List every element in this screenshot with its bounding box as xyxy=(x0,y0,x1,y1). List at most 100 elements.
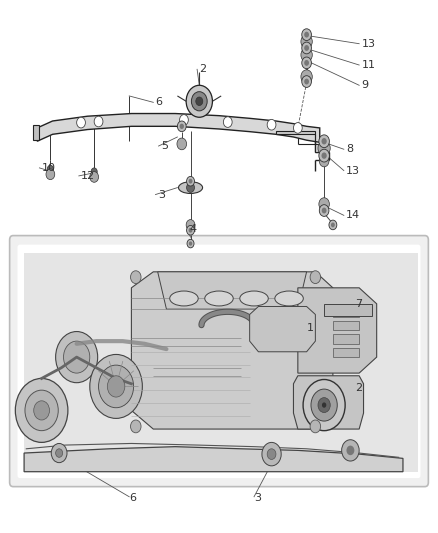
Circle shape xyxy=(319,205,329,216)
Circle shape xyxy=(301,35,312,49)
Circle shape xyxy=(318,141,330,156)
Circle shape xyxy=(51,443,67,463)
Polygon shape xyxy=(324,304,372,316)
Polygon shape xyxy=(333,321,359,330)
Polygon shape xyxy=(333,308,359,317)
Circle shape xyxy=(304,45,309,51)
Polygon shape xyxy=(24,447,403,472)
Circle shape xyxy=(177,121,186,132)
Polygon shape xyxy=(24,253,418,472)
Circle shape xyxy=(310,271,321,284)
Circle shape xyxy=(177,138,187,150)
Circle shape xyxy=(331,223,335,228)
Circle shape xyxy=(310,420,321,433)
Text: 3: 3 xyxy=(254,494,261,503)
Circle shape xyxy=(319,198,329,211)
Circle shape xyxy=(64,341,90,373)
Circle shape xyxy=(77,117,85,128)
Circle shape xyxy=(319,155,329,167)
FancyBboxPatch shape xyxy=(18,245,420,478)
Circle shape xyxy=(303,379,345,431)
Circle shape xyxy=(186,85,212,117)
Polygon shape xyxy=(37,114,320,142)
Text: 13: 13 xyxy=(346,166,360,175)
Circle shape xyxy=(56,449,63,457)
Circle shape xyxy=(293,123,302,133)
Circle shape xyxy=(91,168,97,175)
Text: 13: 13 xyxy=(361,39,375,49)
Ellipse shape xyxy=(205,291,233,306)
Circle shape xyxy=(302,29,311,41)
Text: 1: 1 xyxy=(307,323,314,333)
Ellipse shape xyxy=(240,291,268,306)
Circle shape xyxy=(311,389,337,421)
Circle shape xyxy=(304,79,309,85)
Circle shape xyxy=(321,138,327,144)
Polygon shape xyxy=(250,306,315,352)
Text: 8: 8 xyxy=(346,144,353,154)
Ellipse shape xyxy=(179,182,202,193)
Circle shape xyxy=(302,57,311,69)
Circle shape xyxy=(189,241,192,246)
Ellipse shape xyxy=(170,291,198,306)
Circle shape xyxy=(25,390,58,431)
Circle shape xyxy=(187,225,194,235)
Circle shape xyxy=(321,152,327,159)
Polygon shape xyxy=(158,272,307,309)
Circle shape xyxy=(180,124,184,129)
Circle shape xyxy=(47,165,53,173)
Ellipse shape xyxy=(275,291,304,306)
Circle shape xyxy=(46,169,55,180)
Circle shape xyxy=(322,402,326,408)
Circle shape xyxy=(90,354,142,418)
Polygon shape xyxy=(293,376,364,429)
Circle shape xyxy=(319,135,329,148)
Circle shape xyxy=(318,398,330,413)
Text: 7: 7 xyxy=(355,299,362,309)
Text: 6: 6 xyxy=(129,494,136,503)
Circle shape xyxy=(329,220,337,230)
Circle shape xyxy=(131,271,141,284)
Circle shape xyxy=(304,31,309,38)
Polygon shape xyxy=(333,348,359,357)
Circle shape xyxy=(302,42,311,54)
Circle shape xyxy=(187,183,194,192)
Polygon shape xyxy=(333,334,359,344)
Text: 2: 2 xyxy=(355,383,362,393)
Circle shape xyxy=(188,228,193,233)
Circle shape xyxy=(191,92,207,111)
Circle shape xyxy=(223,117,232,127)
Circle shape xyxy=(107,376,125,397)
Circle shape xyxy=(94,116,103,127)
Circle shape xyxy=(180,115,188,125)
Circle shape xyxy=(187,176,194,186)
Polygon shape xyxy=(33,125,39,140)
Circle shape xyxy=(187,239,194,248)
Text: 3: 3 xyxy=(159,190,166,199)
Text: 5: 5 xyxy=(161,141,168,151)
Circle shape xyxy=(301,70,312,84)
Circle shape xyxy=(34,401,49,420)
Text: 6: 6 xyxy=(155,98,162,107)
Text: 10: 10 xyxy=(42,163,56,173)
Text: 11: 11 xyxy=(361,60,375,70)
Polygon shape xyxy=(276,131,322,152)
Circle shape xyxy=(196,97,203,106)
Circle shape xyxy=(15,378,68,442)
Circle shape xyxy=(186,220,195,230)
Polygon shape xyxy=(298,288,377,373)
Circle shape xyxy=(301,48,312,62)
Text: 12: 12 xyxy=(81,171,95,181)
Text: 9: 9 xyxy=(361,80,368,90)
Circle shape xyxy=(346,446,354,455)
Circle shape xyxy=(56,332,98,383)
Text: 2: 2 xyxy=(199,64,206,74)
Text: 4: 4 xyxy=(189,224,196,234)
Circle shape xyxy=(267,449,276,459)
Circle shape xyxy=(342,440,359,461)
Polygon shape xyxy=(131,272,333,429)
Circle shape xyxy=(99,365,134,408)
Circle shape xyxy=(131,420,141,433)
Circle shape xyxy=(188,179,193,183)
Circle shape xyxy=(319,149,329,162)
